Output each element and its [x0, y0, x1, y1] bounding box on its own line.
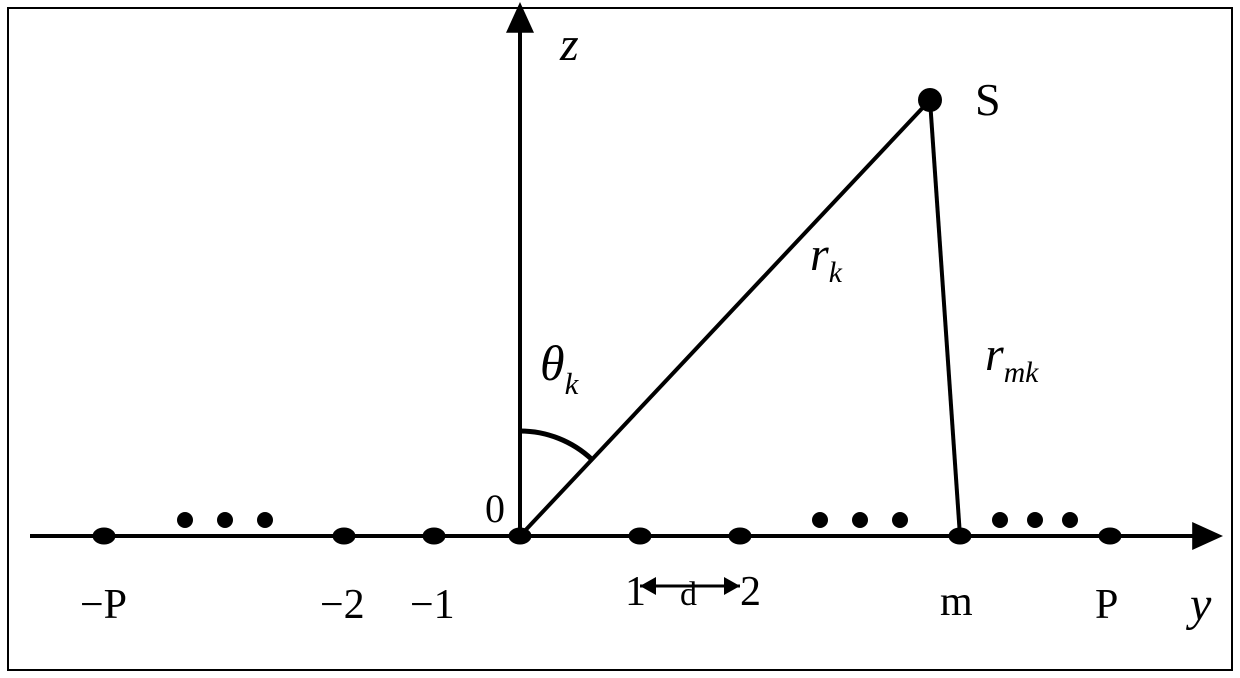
y-axis-label: y: [1185, 578, 1212, 631]
array-element-dot: [423, 528, 446, 545]
ellipsis-dot: [892, 512, 908, 528]
z-axis-label: z: [559, 18, 579, 71]
ellipsis-dot: [852, 512, 868, 528]
canvas-bg: [0, 0, 1240, 678]
array-element-label: m: [940, 579, 973, 625]
ellipsis-dot: [1027, 512, 1043, 528]
array-element-dot: [729, 528, 752, 545]
ellipsis-dot: [812, 512, 828, 528]
ellipsis-dot: [1062, 512, 1078, 528]
ellipsis-dot: [177, 512, 193, 528]
array-element-dot: [629, 528, 652, 545]
array-element-dot: [333, 528, 356, 545]
array-element-label: −1: [410, 582, 455, 628]
source-point-label: S: [975, 74, 1001, 125]
array-element-dot: [93, 528, 116, 545]
array-element-label: P: [1095, 582, 1118, 628]
array-element-dot: [1099, 528, 1122, 545]
array-element-label: 2: [740, 569, 761, 615]
ellipsis-dot: [257, 512, 273, 528]
array-element-label: −2: [320, 582, 365, 628]
spacing-d-label: d: [680, 576, 697, 613]
origin-label: 0: [485, 486, 505, 531]
ellipsis-dot: [217, 512, 233, 528]
array-element-label: −P: [80, 582, 127, 628]
ellipsis-dot: [992, 512, 1008, 528]
array-element-label: 1: [625, 569, 646, 615]
